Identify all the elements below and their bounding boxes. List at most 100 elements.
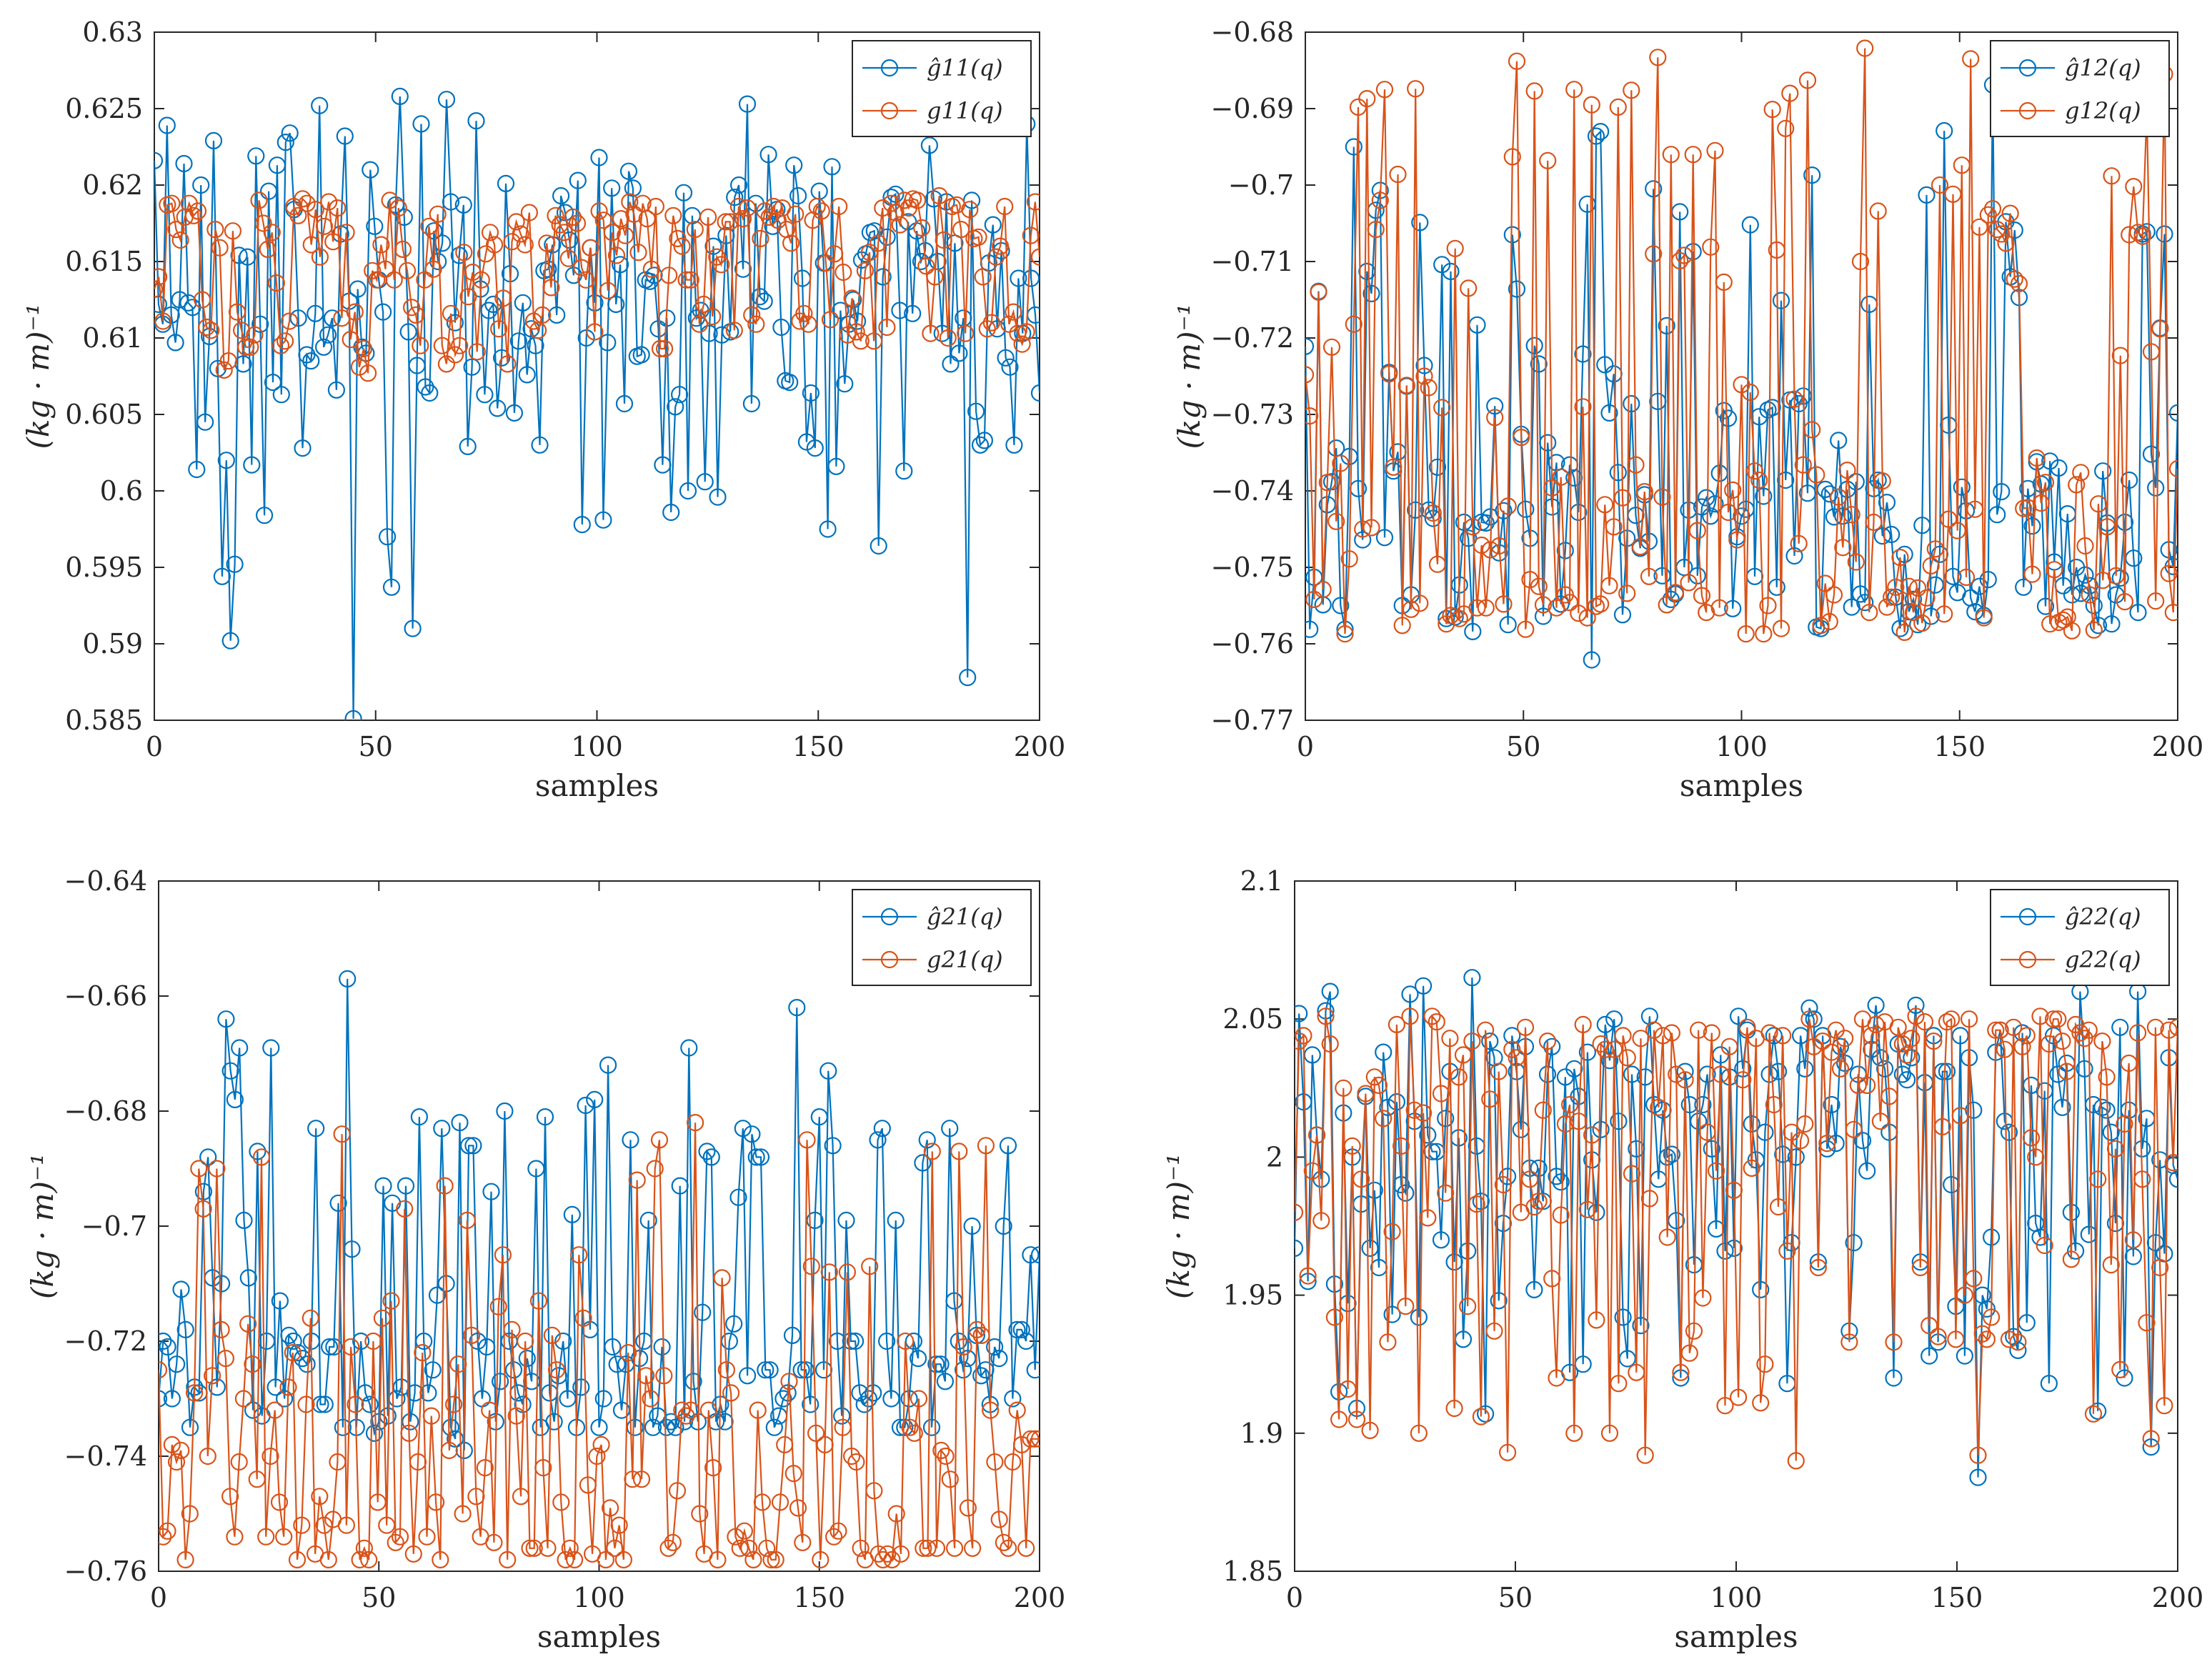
data-point	[1891, 619, 1909, 637]
data-point	[612, 210, 630, 228]
data-point	[1592, 1120, 1610, 1138]
data-point	[198, 318, 216, 337]
data-point	[418, 1528, 436, 1546]
data-point	[1388, 1015, 1406, 1034]
data-point	[494, 289, 512, 307]
data-point	[970, 228, 987, 246]
data-point	[997, 349, 1015, 367]
data-point	[1747, 1151, 1765, 1169]
data-point	[1560, 594, 1579, 612]
data-point	[175, 154, 193, 173]
data-point	[1477, 599, 1495, 617]
data-point	[1352, 1170, 1370, 1188]
data-point	[963, 1217, 981, 1235]
data-point	[1026, 193, 1040, 211]
data-point	[204, 1367, 221, 1385]
data-point	[2125, 178, 2143, 196]
data-point	[1402, 600, 1420, 618]
data-point	[823, 158, 841, 176]
x-tick-label: 100	[1710, 1582, 1763, 1613]
data-point	[1944, 185, 1962, 203]
data-point	[1734, 1071, 1752, 1089]
data-point	[167, 221, 185, 239]
data-point	[1849, 1076, 1867, 1095]
data-point	[1001, 358, 1019, 376]
data-point	[1030, 384, 1040, 402]
data-point	[449, 1355, 467, 1373]
data-point	[1375, 81, 1394, 99]
data-point	[280, 1326, 298, 1345]
data-point	[910, 1390, 928, 1408]
data-point	[1851, 252, 1870, 271]
data-point	[1750, 471, 1768, 489]
y-axis-label: (kg · m)⁻¹	[25, 1153, 60, 1299]
data-point	[362, 161, 379, 179]
x-axis-label: samples	[537, 1619, 661, 1654]
data-point	[1724, 599, 1742, 617]
data-point	[1777, 119, 1795, 137]
data-point	[1760, 1024, 1778, 1042]
data-point	[738, 1367, 757, 1385]
data-point	[1450, 1068, 1468, 1086]
data-point	[1578, 1043, 1596, 1061]
data-point	[387, 196, 405, 214]
data-point	[810, 1108, 828, 1126]
data-point	[896, 1418, 914, 1436]
data-point	[1486, 409, 1504, 427]
data-point	[1305, 590, 1323, 609]
x-tick-label: 50	[362, 1582, 396, 1613]
data-point	[181, 1505, 199, 1523]
data-point	[680, 1039, 698, 1057]
data-point	[252, 1148, 271, 1166]
data-point	[1383, 1305, 1401, 1323]
data-point	[315, 217, 334, 235]
data-point	[922, 324, 940, 342]
data-point	[2001, 204, 2019, 222]
data-point	[1445, 1253, 1463, 1271]
data-point	[1332, 597, 1350, 614]
data-point	[444, 1395, 463, 1413]
data-point	[1973, 1325, 1991, 1343]
data-point	[2129, 1024, 2147, 1042]
data-point	[311, 248, 329, 266]
data-point	[327, 381, 345, 399]
data-point	[1310, 283, 1327, 301]
data-point	[674, 184, 693, 201]
data-point	[833, 1407, 851, 1425]
data-point	[1362, 519, 1380, 537]
data-point	[574, 1309, 592, 1327]
data-point	[159, 1338, 176, 1356]
y-tick-label: −0.73	[1211, 399, 1294, 430]
data-point	[961, 201, 979, 219]
data-point	[756, 202, 774, 220]
data-point	[344, 710, 362, 720]
data-point	[1538, 1032, 1557, 1050]
data-point	[1327, 512, 1345, 530]
data-point	[365, 1424, 384, 1442]
data-point	[879, 1545, 897, 1563]
data-point	[414, 1343, 432, 1362]
data-point	[1635, 482, 1653, 501]
data-point	[1763, 399, 1781, 417]
data-point	[315, 338, 333, 356]
data-point	[231, 1039, 249, 1057]
data-point	[1508, 1049, 1525, 1067]
data-point	[424, 1361, 442, 1379]
data-point	[819, 520, 837, 538]
data-point	[1305, 620, 1319, 638]
y-tick-label: −0.64	[64, 865, 147, 897]
data-point	[937, 1447, 955, 1466]
data-point	[235, 1211, 253, 1230]
data-point	[1587, 127, 1605, 145]
data-point	[1552, 1206, 1570, 1224]
data-point	[1712, 1065, 1730, 1083]
data-point	[573, 515, 591, 534]
data-point	[817, 254, 835, 272]
data-point	[266, 1378, 284, 1396]
data-point	[2023, 517, 2041, 535]
data-point	[657, 1418, 676, 1436]
data-point	[489, 1298, 507, 1315]
data-point	[856, 262, 875, 279]
data-point	[651, 339, 669, 358]
data-point	[806, 1211, 824, 1230]
